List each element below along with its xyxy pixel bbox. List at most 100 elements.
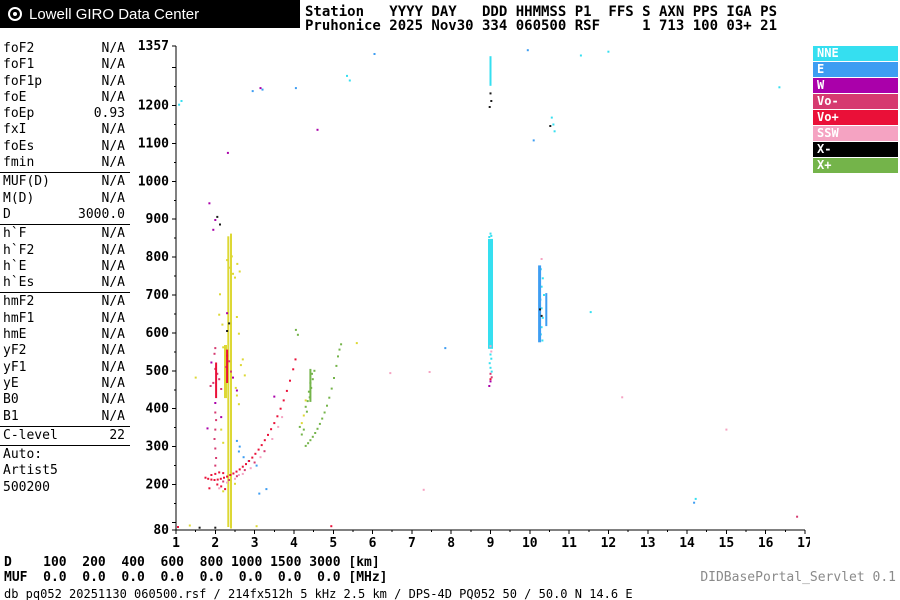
svg-text:300: 300 bbox=[146, 440, 170, 455]
param-value: N/A bbox=[101, 174, 125, 190]
legend-item-x: X- bbox=[813, 142, 898, 157]
legend-item-e: E bbox=[813, 62, 898, 77]
svg-text:1100: 1100 bbox=[138, 136, 169, 151]
svg-text:5: 5 bbox=[329, 536, 337, 551]
legend-item-w: W bbox=[813, 78, 898, 93]
param-label: h`E bbox=[3, 258, 27, 274]
param-value: N/A bbox=[101, 258, 125, 274]
param-foes: foEs N/A bbox=[0, 139, 130, 155]
param-label: Auto: bbox=[3, 447, 43, 463]
param-value: N/A bbox=[101, 122, 125, 138]
svg-text:9: 9 bbox=[487, 536, 495, 551]
param-value: 3000.0 bbox=[78, 206, 125, 222]
svg-text:6: 6 bbox=[369, 536, 377, 551]
param-label: foE bbox=[3, 89, 27, 105]
param-label: foF2 bbox=[3, 41, 35, 56]
servlet-version: DIDBasePortal_Servlet 0.1 bbox=[700, 570, 896, 585]
param-label: Artist5 bbox=[3, 463, 58, 479]
param-group-4: C-level 22 bbox=[0, 425, 130, 445]
svg-text:12: 12 bbox=[601, 536, 617, 551]
svg-text:700: 700 bbox=[146, 288, 170, 303]
param-hme: hmE N/A bbox=[0, 327, 130, 343]
param-hmf1: hmF1 N/A bbox=[0, 311, 130, 327]
lowell-logo-icon bbox=[8, 7, 22, 21]
param-fof2: foF2 N/A bbox=[0, 41, 130, 57]
param-label: B0 bbox=[3, 392, 19, 408]
svg-text:14: 14 bbox=[679, 536, 695, 551]
param-label: fxI bbox=[3, 122, 27, 138]
svg-text:80: 80 bbox=[153, 523, 169, 538]
param-fmin: fmin N/A bbox=[0, 155, 130, 171]
param-label: h`Es bbox=[3, 275, 35, 291]
param-label: hmF2 bbox=[3, 294, 35, 310]
param-he: h`E N/A bbox=[0, 259, 130, 275]
param-label: MUF(D) bbox=[3, 174, 50, 190]
legend-item-x: X+ bbox=[813, 158, 898, 173]
parameter-panel: foF2 N/A foF1 N/A foF1p N/A foE N/A foEp 0.93 fxI N… bbox=[0, 40, 130, 497]
param-hes: h`Es N/A bbox=[0, 275, 130, 291]
svg-text:1357: 1357 bbox=[138, 39, 169, 54]
param-foep: foEp 0.93 bbox=[0, 106, 130, 122]
svg-text:900: 900 bbox=[146, 212, 170, 227]
param-fof1: foF1 N/A bbox=[0, 57, 130, 73]
svg-text:7: 7 bbox=[408, 536, 416, 551]
legend-item-vo: Vo- bbox=[813, 94, 898, 109]
param-value: N/A bbox=[101, 155, 125, 171]
param-value: N/A bbox=[101, 57, 125, 73]
param-label: h`F2 bbox=[3, 242, 35, 258]
param-value: N/A bbox=[101, 226, 125, 242]
param-group-1: MUF(D) N/A M(D) N/A D 3000.0 bbox=[0, 172, 130, 224]
param-hf: h`F N/A bbox=[0, 226, 130, 242]
svg-text:3: 3 bbox=[251, 536, 259, 551]
measurement-status-line: db pq052 20251130 060500.rsf / 214fx512h… bbox=[4, 587, 633, 600]
param-group-3: hmF2 N/A hmF1 N/A hmE N/A yF2 N/A yF1 N/A yE N/A B0 N… bbox=[0, 292, 130, 425]
param-500200: 500200 bbox=[0, 480, 130, 496]
param-artist5: Artist5 bbox=[0, 463, 130, 479]
param-value: N/A bbox=[101, 392, 125, 408]
logo-bar: Lowell GIRO Data Center bbox=[0, 0, 300, 28]
param-label: yF2 bbox=[3, 343, 27, 359]
param-value: N/A bbox=[101, 408, 125, 424]
param-yf2: yF2 N/A bbox=[0, 343, 130, 359]
param-value: N/A bbox=[101, 359, 125, 375]
param-label: foF1 bbox=[3, 57, 35, 73]
param-label: yF1 bbox=[3, 359, 27, 375]
d-distance-row: D 100 200 400 600 800 1000 1500 3000 [km… bbox=[4, 555, 380, 570]
param-value: N/A bbox=[101, 275, 125, 291]
svg-text:16: 16 bbox=[758, 536, 774, 551]
param-label: hmF1 bbox=[3, 310, 35, 326]
param-value: N/A bbox=[101, 310, 125, 326]
param-label: C-level bbox=[3, 427, 58, 443]
param-label: foEs bbox=[3, 138, 35, 154]
param-group-5: Auto: Artist5 500200 bbox=[0, 445, 130, 497]
svg-text:17: 17 bbox=[797, 536, 810, 551]
param-ye: yE N/A bbox=[0, 376, 130, 392]
param-label: h`F bbox=[3, 226, 27, 242]
param-label: D bbox=[3, 206, 11, 222]
svg-text:8: 8 bbox=[447, 536, 455, 551]
param-auto: Auto: bbox=[0, 447, 130, 463]
svg-text:1000: 1000 bbox=[138, 174, 169, 189]
param-b1: B1 N/A bbox=[0, 409, 130, 425]
param-value: N/A bbox=[101, 41, 125, 56]
svg-text:15: 15 bbox=[719, 536, 735, 551]
muf-row: MUF 0.0 0.0 0.0 0.0 0.0 0.0 0.0 0.0 [MHz… bbox=[4, 570, 388, 585]
param-value: 22 bbox=[109, 427, 125, 443]
svg-text:4: 4 bbox=[290, 536, 298, 551]
station-header-values: Pruhonice 2025 Nov30 334 060500 RSF 1 71… bbox=[305, 18, 778, 34]
param-label: 500200 bbox=[3, 479, 50, 495]
svg-text:800: 800 bbox=[146, 250, 170, 265]
param-value: N/A bbox=[101, 343, 125, 359]
param-value: N/A bbox=[101, 242, 125, 258]
param-value: N/A bbox=[101, 138, 125, 154]
svg-text:1200: 1200 bbox=[138, 99, 169, 114]
param-group-0: foF2 N/A foF1 N/A foF1p N/A foE N/A foEp 0.93 fxI N… bbox=[0, 40, 130, 172]
param-group-2: h`F N/A h`F2 N/A h`E N/A h`Es N/A bbox=[0, 224, 130, 292]
param-label: foF1p bbox=[3, 73, 43, 89]
param-label: M(D) bbox=[3, 190, 35, 206]
param-value: N/A bbox=[101, 375, 125, 391]
legend-item-nne: NNE bbox=[813, 46, 898, 61]
param-fof1p: foF1p N/A bbox=[0, 74, 130, 90]
legend-item-vo: Vo+ bbox=[813, 110, 898, 125]
